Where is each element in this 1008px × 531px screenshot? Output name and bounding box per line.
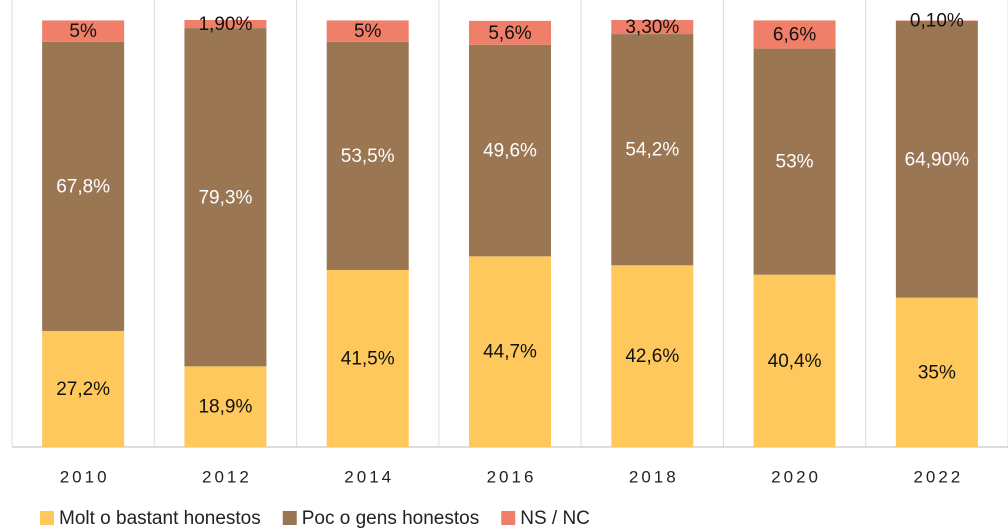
legend-swatch: [282, 511, 297, 525]
data-label: 42,6%: [625, 346, 679, 367]
data-label: 5,6%: [488, 23, 531, 44]
bar-segment: [184, 366, 267, 447]
bar-segment: [611, 20, 694, 35]
bar-segment: [611, 34, 694, 266]
data-label: 44,7%: [483, 342, 537, 363]
legend-swatch: [40, 511, 54, 525]
bar-segment: [469, 256, 551, 447]
data-label: 3,30%: [625, 17, 679, 38]
data-label: 53%: [776, 152, 814, 173]
data-label: 41,5%: [341, 349, 395, 370]
legend-label: Poc o gens honestos: [302, 508, 479, 529]
x-tick-label: 2018: [629, 467, 679, 486]
data-label: 79,3%: [198, 187, 252, 208]
data-label: 53,5%: [341, 146, 395, 167]
data-label: 27,2%: [56, 379, 110, 400]
bar-segment: [753, 274, 836, 447]
data-label: 5%: [69, 21, 97, 42]
bar-segment: [326, 20, 409, 42]
data-label: 64,90%: [905, 149, 970, 170]
x-tick-label: 2012: [202, 467, 252, 486]
data-label: 49,6%: [483, 141, 537, 162]
x-tick-label: 2016: [487, 467, 537, 486]
x-tick-label: 2022: [913, 467, 963, 486]
data-label: 1,90%: [198, 14, 252, 35]
bar-segment: [895, 20, 978, 298]
bar-segment: [611, 265, 694, 447]
data-label: 67,8%: [56, 176, 110, 197]
data-label: 6,6%: [773, 25, 816, 46]
bar-segment: [42, 330, 125, 447]
legend-label: NS / NC: [520, 508, 590, 529]
bar-segment: [326, 269, 409, 447]
bar-segment: [753, 48, 836, 275]
x-tick-label: 2014: [344, 467, 394, 486]
bar-segment: [469, 44, 551, 257]
data-label: 35%: [918, 362, 956, 383]
bar-segment: [184, 20, 267, 29]
data-label: 54,2%: [625, 140, 679, 161]
bar-segment: [753, 20, 836, 49]
x-tick-label: 2010: [60, 467, 110, 486]
bar-segment: [326, 41, 409, 270]
legend-label: Molt o bastant honestos: [59, 508, 261, 529]
data-label: 40,4%: [768, 351, 822, 372]
bar-segment: [42, 20, 125, 42]
bar-segment: [895, 297, 978, 447]
data-label: 5%: [354, 21, 382, 42]
bar-segment: [469, 20, 551, 45]
data-label: 18,9%: [198, 397, 252, 418]
bar-segment: [42, 41, 125, 331]
data-label: 0,10%: [910, 11, 964, 32]
bar-segment: [184, 28, 267, 367]
x-tick-label: 2020: [771, 467, 821, 486]
legend-swatch: [501, 511, 516, 525]
